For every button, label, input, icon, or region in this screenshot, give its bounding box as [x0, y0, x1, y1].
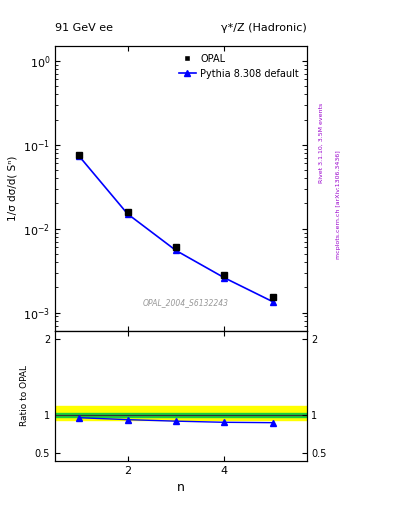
Y-axis label: Ratio to OPAL: Ratio to OPAL: [20, 366, 29, 426]
Text: mcplots.cern.ch [arXiv:1306.3436]: mcplots.cern.ch [arXiv:1306.3436]: [336, 151, 341, 259]
X-axis label: n: n: [177, 481, 185, 494]
Bar: [55, 413, 307, 417]
Bar: [55, 407, 307, 420]
Legend: OPAL, Pythia 8.308 default: OPAL, Pythia 8.308 default: [176, 51, 302, 81]
Text: γ*/Z (Hadronic): γ*/Z (Hadronic): [221, 23, 307, 33]
Text: Rivet 3.1.10, 3.5M events: Rivet 3.1.10, 3.5M events: [319, 103, 324, 183]
Text: OPAL_2004_S6132243: OPAL_2004_S6132243: [143, 298, 229, 307]
Text: 91 GeV ee: 91 GeV ee: [55, 23, 113, 33]
Y-axis label: 1/σ dσ/d( Sⁿ): 1/σ dσ/d( Sⁿ): [7, 156, 18, 221]
